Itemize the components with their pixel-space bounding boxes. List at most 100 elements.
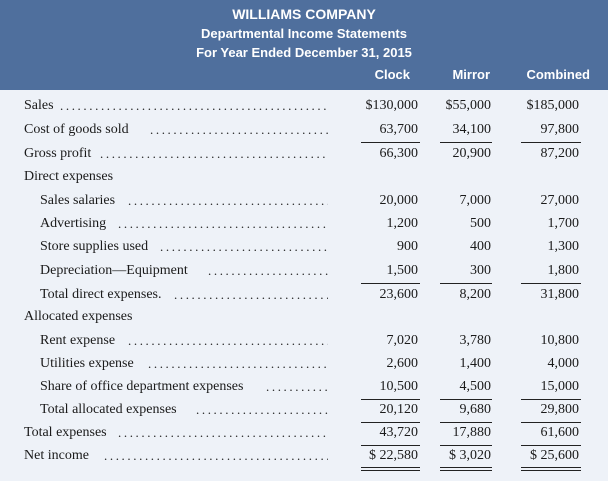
row-label: Utilities expense: [40, 356, 138, 372]
underline: [361, 283, 420, 284]
row-sales-salaries: ........................................…: [0, 191, 608, 213]
row-label: Advertising: [40, 216, 111, 232]
double-underline: [361, 467, 420, 471]
leader-dots: ........................................…: [118, 216, 328, 231]
row-cost-of-goods-sold: ........................................…: [0, 120, 608, 142]
row-total-direct-expenses: ........................................…: [0, 285, 608, 307]
value-clock: 1,500: [386, 263, 419, 278]
underline: [361, 445, 420, 446]
row-depreciation-equipment: ........................................…: [0, 261, 608, 283]
value-clock: 7,020: [386, 333, 419, 348]
section-heading: Allocated expenses: [24, 309, 137, 325]
value-clock: 900: [397, 239, 418, 254]
value-combined: 10,800: [540, 333, 580, 348]
row-allocated-expenses-heading: Allocated expenses: [0, 307, 608, 329]
value-combined: 27,000: [540, 193, 580, 208]
value-mirror: 500: [470, 216, 491, 231]
row-utilities-expense: ........................................…: [0, 354, 608, 376]
row-label: Gross profit: [24, 146, 96, 162]
row-label: Depreciation—Equipment: [40, 263, 192, 279]
underline: [361, 399, 420, 400]
row-label: Sales: [24, 98, 58, 114]
value-clock: 20,120: [379, 402, 419, 417]
row-total-expenses: ........................................…: [0, 423, 608, 445]
value-mirror: 7,000: [459, 193, 492, 208]
row-label: Total direct expenses.: [40, 287, 166, 303]
column-header-clock: Clock: [374, 67, 410, 82]
value-mirror: 1,400: [459, 356, 492, 371]
underline: [440, 283, 492, 284]
value-mirror: 300: [470, 263, 491, 278]
leader-dots: ........................................…: [196, 402, 328, 417]
value-combined: 29,800: [540, 402, 580, 417]
value-combined: 4,000: [547, 356, 580, 371]
row-advertising: ........................................…: [0, 214, 608, 236]
value-combined: 97,800: [540, 122, 580, 137]
value-mirror: $55,000: [445, 98, 492, 113]
value-combined: 1,700: [547, 216, 580, 231]
leader-dots: ........................................…: [100, 146, 328, 161]
value-clock: 43,720: [379, 425, 419, 440]
value-clock: $ 22,580: [369, 448, 418, 463]
value-mirror: $ 3,020: [449, 448, 491, 463]
row-label: Store supplies used: [40, 239, 153, 255]
value-combined: 61,600: [540, 425, 580, 440]
underline: [521, 142, 581, 143]
leader-dots: ........................................…: [150, 122, 328, 137]
leader-dots: ........................................…: [128, 333, 328, 348]
underline: [440, 142, 492, 143]
value-mirror: 20,900: [452, 146, 492, 161]
leader-dots: ........................................…: [118, 425, 328, 440]
row-rent-expense: ........................................…: [0, 331, 608, 353]
value-clock: 66,300: [379, 146, 419, 161]
value-mirror: 17,880: [452, 425, 492, 440]
row-label: Cost of goods sold: [24, 122, 133, 138]
value-mirror: 3,780: [459, 333, 492, 348]
underline: [440, 399, 492, 400]
section-heading: Direct expenses: [24, 169, 118, 185]
value-clock: $130,000: [365, 98, 419, 113]
leader-dots: ........................................…: [266, 379, 328, 394]
column-header-combined: Combined: [526, 67, 590, 82]
underline: [440, 445, 492, 446]
row-net-income: ........................................…: [0, 446, 608, 468]
leader-dots: ........................................…: [160, 239, 328, 254]
value-combined: $185,000: [526, 98, 580, 113]
leader-dots: ........................................…: [128, 193, 328, 208]
underline: [521, 399, 581, 400]
leader-dots: ........................................…: [208, 263, 328, 278]
value-clock: 2,600: [386, 356, 419, 371]
value-combined: $ 25,600: [530, 448, 579, 463]
value-clock: 63,700: [379, 122, 419, 137]
double-underline: [521, 467, 581, 471]
value-mirror: 34,100: [452, 122, 492, 137]
row-sales: ........................................…: [0, 96, 608, 118]
underline: [361, 142, 420, 143]
row-store-supplies-used: ........................................…: [0, 237, 608, 259]
company-name: WILLIAMS COMPANY: [232, 6, 376, 22]
row-label: Total expenses: [24, 425, 111, 441]
leader-dots: ........................................…: [174, 287, 328, 302]
underline: [521, 283, 581, 284]
value-combined: 15,000: [540, 379, 580, 394]
row-label: Net income: [24, 448, 93, 464]
row-label: Total allocated expenses: [40, 402, 181, 418]
value-clock: 10,500: [379, 379, 419, 394]
row-label: Rent expense: [40, 333, 120, 349]
leader-dots: ........................................…: [60, 98, 328, 113]
underline: [440, 422, 492, 423]
statement-period: For Year Ended December 31, 2015: [196, 45, 412, 60]
double-underline: [440, 467, 492, 471]
column-header-mirror: Mirror: [452, 67, 490, 82]
statement-header: WILLIAMS COMPANY Departmental Income Sta…: [0, 0, 608, 90]
value-mirror: 9,680: [459, 402, 492, 417]
value-combined: 31,800: [540, 287, 580, 302]
row-direct-expenses-heading: Direct expenses: [0, 167, 608, 189]
row-label: Sales salaries: [40, 193, 120, 209]
row-gross-profit: ........................................…: [0, 144, 608, 166]
leader-dots: ........................................…: [148, 356, 328, 371]
value-clock: 23,600: [379, 287, 419, 302]
statement-title: Departmental Income Statements: [201, 26, 407, 41]
value-mirror: 4,500: [459, 379, 492, 394]
